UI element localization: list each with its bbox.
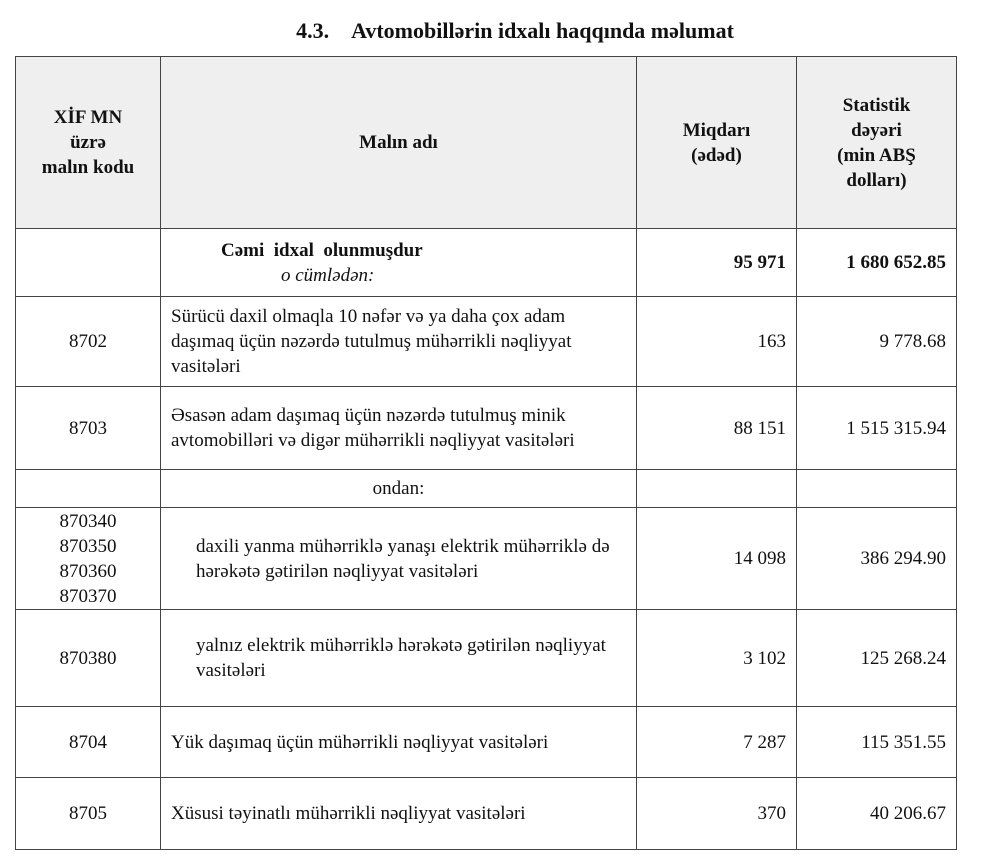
header-name: Malın adı xyxy=(160,56,637,229)
empty-cell xyxy=(15,469,161,508)
row-quantity: 3 102 xyxy=(636,609,797,707)
table-row: 8704 Yük daşımaq üçün mühərrikli nəqliyy… xyxy=(15,706,957,778)
total-row: Cəmi idxal olunmuşdur o cümlədən: 95 971 … xyxy=(15,228,957,297)
row-name: Sürücü daxil olmaqla 10 nəfər və ya daha… xyxy=(160,296,637,387)
row-name: Yük daşımaq üçün mühərrikli nəqliyyat va… xyxy=(160,706,637,778)
row-quantity: 14 098 xyxy=(636,507,797,610)
row-value: 1 515 315.94 xyxy=(796,386,957,470)
table-row: 8703 Əsasən adam daşımaq üçün nəzərdə tu… xyxy=(15,386,957,470)
table-row: 8705 Xüsusi təyinatlı mühərrikli nəqliyy… xyxy=(15,777,957,850)
row-value: 115 351.55 xyxy=(796,706,957,778)
row-value: 125 268.24 xyxy=(796,609,957,707)
total-label: Cəmi idxal olunmuşdur o cümlədən: xyxy=(160,228,637,297)
title-text: Avtomobillərin idxalı haqqında məlumat xyxy=(351,18,734,43)
table-title: 4.3. Avtomobillərin idxalı haqqında məlum… xyxy=(0,18,1000,44)
table-subrow: 870380 yalnız elektrik mühərriklə hərəkə… xyxy=(15,609,957,707)
row-name: Əsasən adam daşımaq üçün nəzərdə tutulmu… xyxy=(160,386,637,470)
table-row: 8702 Sürücü daxil olmaqla 10 nəfər və ya… xyxy=(15,296,957,387)
row-value: 40 206.67 xyxy=(796,777,957,850)
row-code: 870380 xyxy=(15,609,161,707)
row-code: 8704 xyxy=(15,706,161,778)
row-code: 8702 xyxy=(15,296,161,387)
row-name: daxili yanma mühərriklə yanaşı elektrik … xyxy=(160,507,637,610)
header-code: XİF MN üzrə malın kodu xyxy=(15,56,161,229)
row-value: 9 778.68 xyxy=(796,296,957,387)
header-value: Statistik dəyəri (min ABŞ dolları) xyxy=(796,56,957,229)
header-quantity: Miqdarı (ədəd) xyxy=(636,56,797,229)
ondan-row: ondan: xyxy=(15,469,957,508)
row-name: yalnız elektrik mühərriklə hərəkətə gəti… xyxy=(160,609,637,707)
header-row: XİF MN üzrə malın kodu Malın adı Miqdarı (ə… xyxy=(15,56,957,229)
import-table: XİF MN üzrə malın kodu Malın adı Miqdarı (ə… xyxy=(15,56,957,850)
row-code: 8705 xyxy=(15,777,161,850)
row-codes: 870340 870350 870360 870370 xyxy=(15,507,161,610)
row-value: 386 294.90 xyxy=(796,507,957,610)
total-value: 1 680 652.85 xyxy=(796,228,957,297)
total-quantity: 95 971 xyxy=(636,228,797,297)
row-quantity: 88 151 xyxy=(636,386,797,470)
row-quantity: 7 287 xyxy=(636,706,797,778)
table-subrow: 870340 870350 870360 870370 daxili yanma mü… xyxy=(15,507,957,610)
row-code: 8703 xyxy=(15,386,161,470)
title-number: 4.3. xyxy=(296,18,330,43)
empty-cell xyxy=(636,469,797,508)
empty-cell xyxy=(796,469,957,508)
total-code xyxy=(15,228,161,297)
row-quantity: 163 xyxy=(636,296,797,387)
row-quantity: 370 xyxy=(636,777,797,850)
row-name: Xüsusi təyinatlı mühərrikli nəqliyyat va… xyxy=(160,777,637,850)
ondan-label: ondan: xyxy=(160,469,637,508)
